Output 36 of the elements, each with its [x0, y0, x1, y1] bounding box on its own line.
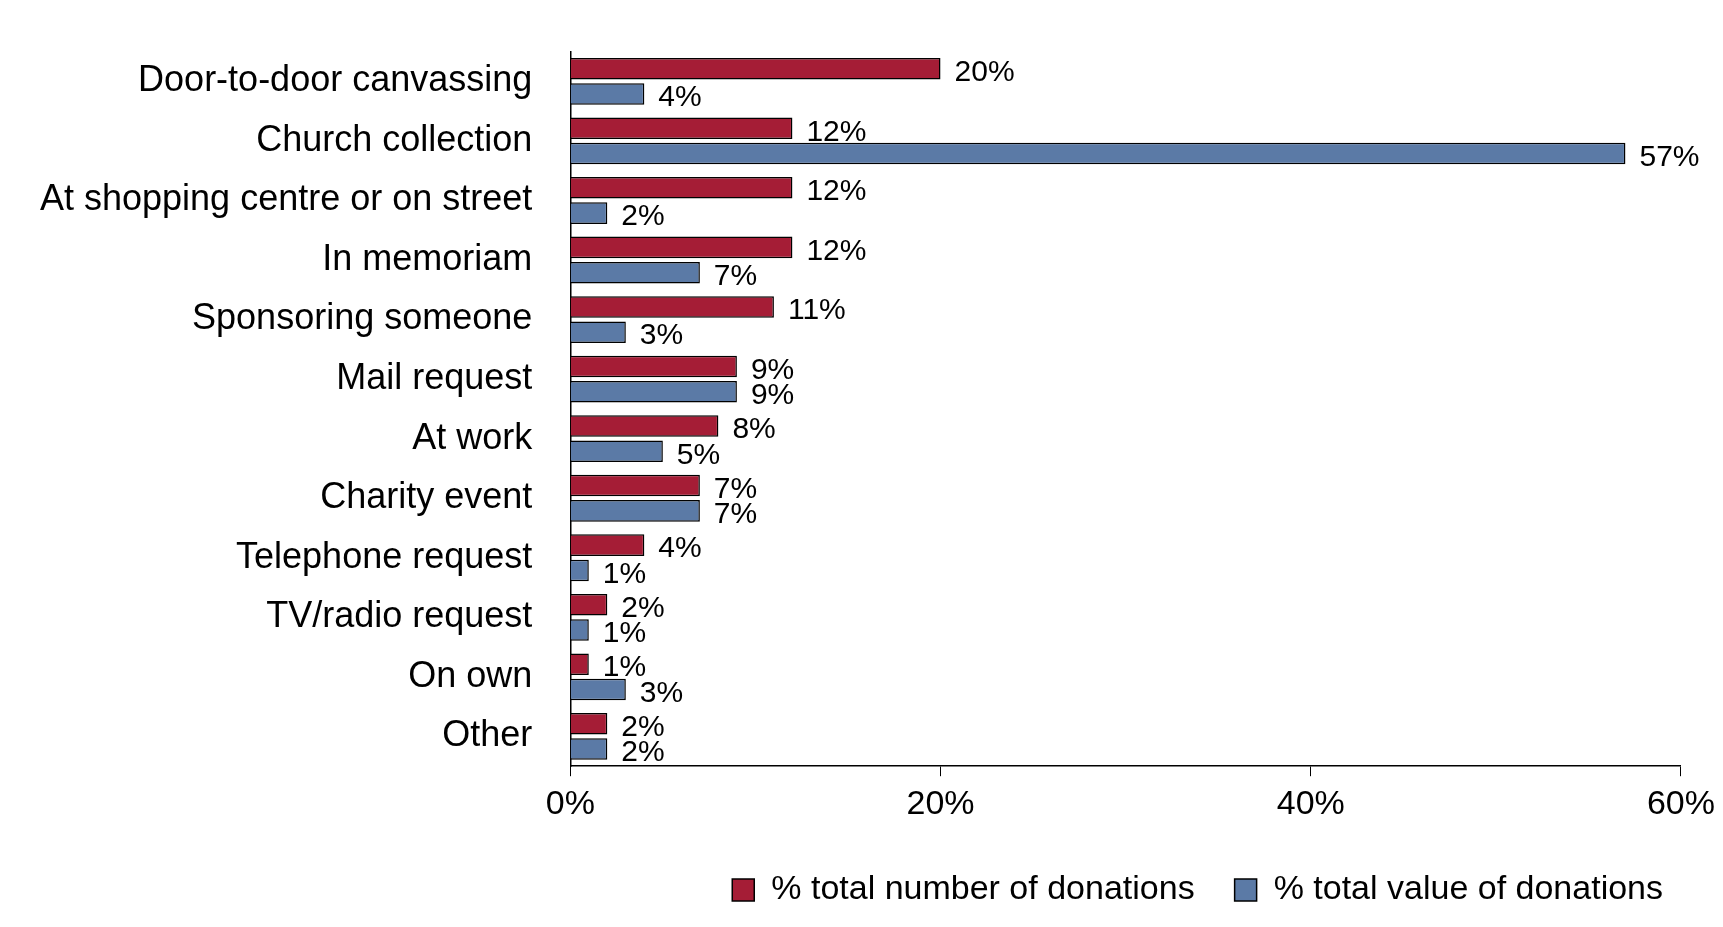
data-label: 9%	[750, 351, 795, 385]
data-label: 12%	[806, 113, 867, 147]
x-tick-label: 40%	[1276, 782, 1345, 821]
y-tick-label: Mail request	[336, 356, 533, 398]
y-tick-label: Sponsoring someone	[192, 296, 533, 338]
data-label: 12%	[806, 173, 867, 207]
y-tick-label: Door-to-door canvassing	[138, 58, 533, 100]
data-label: 5%	[676, 436, 721, 470]
x-tick-label: 60%	[1646, 782, 1716, 821]
data-label: 1%	[602, 555, 647, 589]
data-label: 7%	[713, 257, 758, 291]
x-tick-label: 20%	[906, 782, 975, 821]
x-tick-label: 0%	[545, 782, 595, 821]
data-label: 12%	[806, 232, 867, 266]
data-label: 2%	[621, 198, 665, 232]
data-label: 4%	[658, 530, 702, 564]
data-label: 3%	[639, 317, 684, 351]
y-tick-label: At shopping centre or on street	[40, 177, 533, 219]
y-tick-label: TV/radio request	[266, 594, 533, 636]
legend-label: % total value of donations	[1273, 868, 1663, 907]
data-label: 2%	[621, 589, 665, 623]
data-label: 7%	[713, 470, 758, 504]
data-label: 1%	[602, 649, 647, 683]
legend-label: % total number of donations	[771, 868, 1195, 907]
y-tick-label: In memoriam	[322, 236, 533, 278]
y-tick-label: Church collection	[256, 117, 533, 159]
y-tick-label: Telephone request	[236, 534, 533, 576]
y-tick-label: On own	[408, 653, 533, 695]
y-tick-label: Other	[442, 713, 533, 755]
data-label: 20%	[954, 53, 1015, 87]
data-label: 4%	[658, 79, 702, 113]
y-tick-label: Charity event	[320, 475, 533, 517]
data-label: 11%	[787, 292, 846, 326]
data-label: 57%	[1639, 138, 1700, 172]
data-label: 8%	[732, 411, 776, 445]
y-tick-label: At work	[412, 415, 534, 457]
